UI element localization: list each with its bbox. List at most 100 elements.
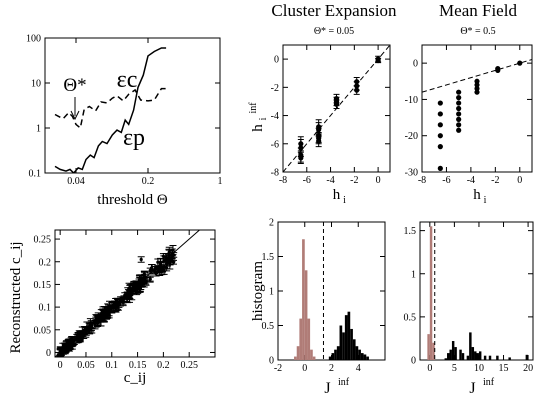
corr-point-228 (114, 305, 118, 309)
err-frame (44, 37, 221, 174)
mf-point-3 (437, 133, 443, 139)
corr-xtick-label-0: 0 (58, 360, 63, 371)
clus-point-8 (316, 135, 322, 141)
corr-point-250 (160, 268, 164, 272)
clus-point-16 (375, 57, 381, 64)
mhist-bar-0-1 (429, 226, 433, 360)
corr-frame (54, 229, 216, 358)
chist-bar-0-4 (304, 270, 308, 360)
clus-ylabel-sub: i (258, 117, 269, 120)
clus-axes: -8 -6 -4 -2 0 -8 -6 -4 -2 0 (271, 44, 391, 186)
mf-point-10 (456, 111, 462, 117)
corr-point-211 (154, 272, 158, 276)
mf-point-16 (474, 85, 480, 92)
mf-point-13 (456, 127, 462, 133)
corr-xlabel: c_ij (124, 370, 147, 386)
err-ytick-label-0: 0.1 (29, 169, 42, 180)
mhist-frame (419, 221, 534, 361)
mhist-bar-1-4 (454, 347, 457, 360)
corr-xtick-label-2: 0.1 (106, 360, 119, 371)
corr-point-153 (153, 266, 157, 270)
mhist-bar-1-16 (508, 357, 511, 360)
chist-bar-1-1 (331, 353, 335, 360)
clus-point-2 (298, 155, 304, 161)
err-xtick-label-2: 1 (218, 176, 223, 187)
corr-point-164 (167, 251, 171, 255)
mf-ytick-label-3: 0 (413, 59, 418, 70)
mf-point-4 (437, 144, 443, 150)
mhist-xtick-label-0: 0 (427, 363, 432, 374)
clus-frame (282, 44, 391, 173)
mf-frame (421, 44, 533, 173)
mf-point-7 (456, 95, 462, 101)
clus-ytick-label-0: -8 (271, 168, 279, 179)
chist-bar-1-7 (347, 311, 351, 360)
chist-xtick-label-0: -2 (274, 363, 282, 374)
mf-point-0 (437, 100, 443, 106)
mhist-xtick-label-4: 20 (523, 363, 533, 374)
mhist-ytick-label-2: 1 (411, 269, 416, 280)
corr-point-254 (65, 343, 69, 348)
err-annotation-theta-star: Θ* (63, 75, 86, 96)
mhist-bar-1-3 (451, 341, 455, 360)
clus-ylabel-sup: inf (248, 102, 259, 114)
err-annotation-eps-c: εc (117, 67, 138, 93)
chist-bar-1-14 (366, 356, 369, 360)
corr-xtick-label-3: 0.15 (129, 360, 147, 371)
mf-xtick-label-3: -2 (491, 175, 499, 186)
corr-point-199 (150, 267, 154, 271)
mhist-xlabel: J (469, 380, 475, 397)
clus-ytick-label-1: -6 (271, 139, 279, 150)
corr-ytick-label-5: 0.25 (34, 235, 52, 246)
err-ytick-label-2: 10 (31, 79, 41, 90)
mf-xtick-label-4: 0 (517, 175, 522, 186)
clus-ytick-label-4: 0 (274, 55, 279, 66)
mf-xtick-label-1: -6 (442, 175, 450, 186)
mf-xtick-label-0: -8 (418, 175, 426, 186)
clus-ylabel: h (250, 124, 266, 132)
mhist-xtick-label-2: 10 (474, 363, 484, 374)
chist-ytick-label-3: 1.5 (262, 252, 275, 263)
mf-axes: -8 -6 -4 -2 0-30-20-100 (405, 44, 533, 186)
chist-bar-1-8 (350, 328, 353, 360)
clus-xtick-label-3: -2 (350, 175, 358, 186)
clus-point-11 (333, 98, 340, 105)
corr-point-252 (128, 288, 132, 292)
err-ytick-label-3: 100 (26, 34, 41, 45)
mhist-xtick-label-3: 15 (499, 363, 509, 374)
chist-bars (294, 239, 369, 360)
clus-xtick-label-4: 0 (376, 175, 381, 186)
corr-point-242 (140, 280, 144, 284)
mhist-bar-1-7 (466, 355, 470, 360)
err-series-line-0 (54, 87, 167, 130)
chist-bar-0-5 (307, 318, 311, 360)
mhist-bar-1-12 (478, 351, 482, 360)
corr-point-247 (166, 258, 170, 262)
header-meanfield-title: Mean Field (439, 1, 517, 20)
header-meanfield-threshold: Θ* = 0.5 (460, 26, 495, 37)
mf-point-5 (437, 165, 443, 171)
mhist-bar-0-0 (427, 334, 430, 360)
corr-ytick-label-1: 0.05 (34, 325, 52, 336)
corr-point-259 (125, 292, 129, 297)
mhist-bar-1-15 (496, 355, 499, 360)
corr-ytick-label-3: 0.15 (34, 280, 52, 291)
clus-point-7 (316, 124, 322, 130)
chist-ytick-label-2: 1 (269, 287, 274, 298)
mf-point-14 (474, 78, 480, 84)
chist-bar-1-4 (339, 325, 343, 360)
err-ytick-label-1: 1 (36, 124, 41, 135)
corr-point-232 (121, 299, 125, 303)
corr-ytick-label-2: 0.1 (39, 303, 52, 314)
corr-point-188 (123, 293, 127, 297)
corr-point-258 (78, 335, 82, 339)
err-xlabel: threshold Θ (97, 192, 168, 208)
chist-axes: -2 0 2 400.511.52 (262, 218, 386, 374)
chist-bar-0-3 (302, 239, 305, 360)
corr-xtick-label-4: 0.2 (157, 360, 170, 371)
corr-point-239 (138, 286, 142, 290)
corr-point-256 (107, 304, 112, 309)
mf-point-6 (456, 89, 462, 95)
